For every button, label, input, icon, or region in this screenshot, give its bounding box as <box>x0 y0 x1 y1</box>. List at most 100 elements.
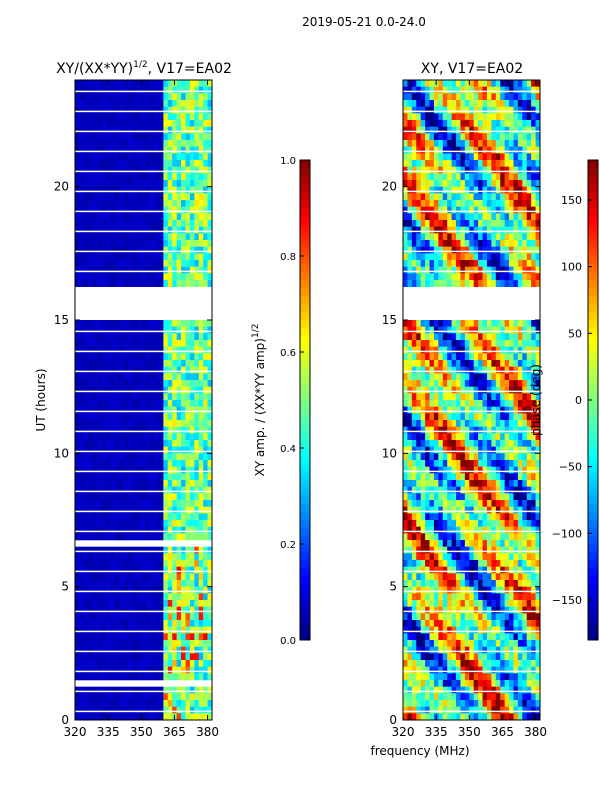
heatmap-cell <box>83 213 89 221</box>
heatmap-cell <box>79 233 85 241</box>
heatmap-cell <box>447 540 452 547</box>
colorbar-segment <box>300 372 310 377</box>
heatmap-cell <box>75 86 80 94</box>
heatmap-cell <box>154 140 160 147</box>
heatmap-cell <box>163 360 169 367</box>
heatmap-cell <box>123 553 129 561</box>
heatmap-cell <box>83 126 89 134</box>
heatmap-cell <box>136 86 142 94</box>
heatmap-cell <box>189 86 195 94</box>
heatmap-cell <box>491 320 497 327</box>
heatmap-cell <box>75 420 80 427</box>
heatmap-cell <box>482 226 488 234</box>
heatmap-cell <box>500 453 505 461</box>
heatmap-cell <box>101 353 107 361</box>
heatmap-cell <box>185 673 191 681</box>
heatmap-cell <box>504 473 510 481</box>
heatmap-cell <box>194 706 200 714</box>
heatmap-cell <box>469 220 475 227</box>
heatmap-cell <box>438 253 444 261</box>
heatmap-cell <box>425 206 430 214</box>
heatmap-cell <box>469 480 475 487</box>
heatmap-cell <box>464 540 470 547</box>
flagged-row-line <box>75 150 212 153</box>
heatmap-cell <box>141 446 147 454</box>
heatmap-cell <box>447 220 452 227</box>
heatmap-cell <box>136 360 142 367</box>
heatmap-cell <box>194 413 200 421</box>
heatmap-cell <box>451 466 457 474</box>
heatmap-cell <box>407 153 413 161</box>
heatmap-cell <box>509 540 514 547</box>
heatmap-cell <box>154 173 160 181</box>
heatmap-cell <box>79 346 85 354</box>
flagged-row-line <box>403 90 540 93</box>
heatmap-cell <box>158 706 164 714</box>
heatmap-cell <box>105 333 111 341</box>
heatmap-cell <box>478 133 483 141</box>
heatmap-cell <box>105 520 111 527</box>
heatmap-cell <box>526 200 532 207</box>
heatmap-cell <box>403 513 408 521</box>
amplitude-panel: XY/(XX*YY)1/2, V17=EA02 320 335 350 365 3800… <box>34 60 232 739</box>
heatmap-cell <box>194 213 200 221</box>
heatmap-cell <box>517 386 523 394</box>
colorbar-segment <box>300 316 310 321</box>
heatmap-cell <box>92 520 98 527</box>
heatmap-cell <box>92 473 98 481</box>
heatmap-cell <box>92 153 98 161</box>
heatmap-cell <box>88 126 93 134</box>
heatmap-cell <box>522 266 528 274</box>
heatmap-cell <box>75 246 80 254</box>
heatmap-cell <box>429 180 435 187</box>
heatmap-cell <box>473 260 479 267</box>
heatmap-cell <box>429 233 435 241</box>
heatmap-cell <box>189 80 195 87</box>
heatmap-cell <box>207 393 213 401</box>
heatmap-cell <box>517 526 523 534</box>
heatmap-cell <box>101 260 107 267</box>
heatmap-cell <box>429 173 435 181</box>
heatmap-cell <box>517 280 523 287</box>
heatmap-cell <box>79 580 85 587</box>
heatmap-cell <box>154 566 160 574</box>
heatmap-cell <box>464 486 470 494</box>
heatmap-cell <box>442 93 448 101</box>
heatmap-cell <box>128 213 133 221</box>
heatmap-cell <box>176 513 182 521</box>
heatmap-cell <box>145 580 151 587</box>
heatmap-cell <box>83 693 89 701</box>
heatmap-cell <box>136 600 142 607</box>
colorbar-segment <box>300 488 310 493</box>
heatmap-cell <box>517 140 523 147</box>
heatmap-cell <box>110 573 116 581</box>
heatmap-cell <box>473 326 479 334</box>
heatmap-cell <box>172 260 177 267</box>
heatmap-cell <box>189 533 195 541</box>
heatmap-cell <box>425 220 430 227</box>
heatmap-cell <box>88 360 93 367</box>
heatmap-cell <box>194 446 200 454</box>
heatmap-cell <box>181 433 186 441</box>
heatmap-cell <box>79 366 85 374</box>
heatmap-cell <box>145 246 151 254</box>
heatmap-cell <box>478 533 483 541</box>
heatmap-cell <box>150 693 155 701</box>
heatmap-cell <box>447 453 452 461</box>
heatmap-cell <box>110 340 116 347</box>
heatmap-cell <box>425 480 430 487</box>
heatmap-cell <box>92 146 98 154</box>
heatmap-cell <box>101 400 107 407</box>
heatmap-cell <box>123 280 129 287</box>
heatmap-cell <box>181 373 186 381</box>
heatmap-cell <box>509 413 514 421</box>
heatmap-cell <box>535 453 541 461</box>
heatmap-cell <box>447 426 452 434</box>
heatmap-cell <box>438 506 444 514</box>
heatmap-cell <box>509 460 514 467</box>
heatmap-cell <box>207 493 213 501</box>
heatmap-cell <box>433 533 439 541</box>
heatmap-cell <box>83 133 89 141</box>
heatmap-cell <box>482 480 488 487</box>
heatmap-cell <box>141 706 147 714</box>
